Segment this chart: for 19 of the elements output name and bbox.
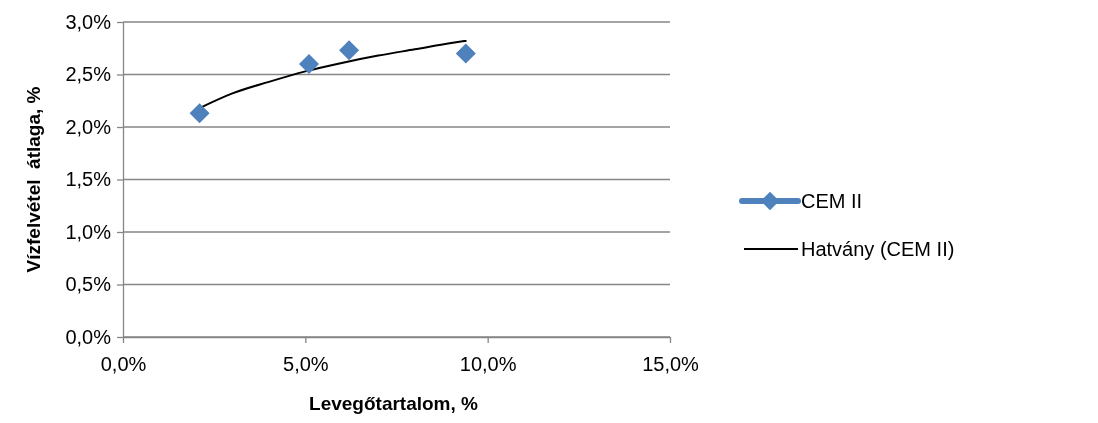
point — [339, 40, 360, 61]
y-tick-label: 1,0% — [65, 220, 112, 243]
x-tick-label: 10,0% — [459, 353, 517, 376]
y-tick-label: 0,0% — [65, 325, 112, 348]
x-tick-label: 15,0% — [642, 353, 700, 376]
x-tick-label: 5,0% — [283, 353, 329, 376]
point — [298, 54, 319, 74]
y-tick-label: 0,5% — [65, 273, 112, 296]
y-tick-label: 2,5% — [65, 63, 112, 86]
point — [455, 43, 476, 64]
y-tick-label: 3,0% — [65, 10, 112, 33]
y-tick-label: 1,5% — [65, 168, 112, 191]
point — [189, 103, 210, 124]
y-axis-title: Vízfelvétel átlaga, % — [23, 86, 44, 273]
legend-label: Hatvány (CEM II) — [801, 238, 955, 260]
x-tick-label: 0,0% — [100, 353, 147, 376]
x-axis-title: Levegőtartalom, % — [309, 393, 479, 414]
legend-label: CEM II — [801, 190, 863, 212]
y-tick-label: 2,0% — [65, 115, 112, 138]
